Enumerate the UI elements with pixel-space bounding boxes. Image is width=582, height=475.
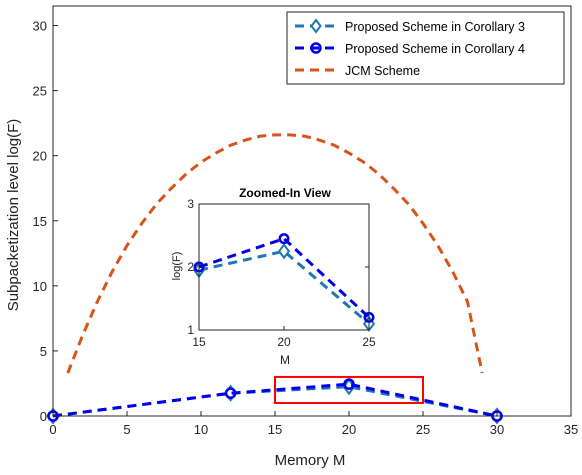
- circle-marker: [224, 387, 237, 400]
- inset-x-tick-label: 20: [277, 335, 291, 349]
- x-tick-label: 20: [342, 422, 356, 437]
- inset-y-tick-label: 3: [187, 197, 194, 211]
- zoom-box-group: [274, 375, 424, 404]
- y-tick-label: 20: [33, 149, 47, 164]
- inset-chart: 15 20 25 1 2 3: [187, 197, 376, 349]
- legend-label: Proposed Scheme in Corollary 4: [345, 42, 525, 56]
- y-tick-label: 30: [33, 19, 47, 34]
- circle-marker: [343, 378, 355, 390]
- series-line: [66, 133, 484, 374]
- inset-plot-area: [199, 204, 369, 330]
- legend-label: JCM Scheme: [345, 64, 420, 78]
- x-tick-label: 35: [564, 422, 578, 437]
- inset-title: Zoomed-In View: [239, 186, 331, 200]
- inset-y-tick-label: 1: [187, 323, 194, 337]
- legend-entry: Proposed Scheme in Corollary 4: [295, 42, 525, 56]
- y-tick-label: 0: [40, 409, 47, 424]
- x-tick-label: 0: [49, 422, 56, 437]
- x-tick-label: 5: [123, 422, 130, 437]
- y-axis-label: Subpacketization level log(F): [5, 119, 22, 312]
- diamond-marker: [277, 243, 291, 260]
- inset-x-label: M: [280, 353, 290, 367]
- main-ticks: 0 5 10 15 20 25 30 35 0 5 10 15 20 25 30: [33, 5, 578, 437]
- zoom-box: [274, 375, 424, 404]
- x-tick-label: 10: [194, 422, 208, 437]
- inset-y-tick-label: 2: [187, 260, 194, 274]
- x-tick-label: 15: [268, 422, 282, 437]
- legend-diamond-marker: [310, 18, 322, 34]
- axes-box: [52, 5, 572, 417]
- legend-entry: Proposed Scheme in Corollary 3: [295, 18, 525, 34]
- y-tick-label: 15: [33, 214, 47, 229]
- y-tick-label: 10: [33, 279, 47, 294]
- x-tick-label: 25: [416, 422, 430, 437]
- y-tick-label: 25: [33, 84, 47, 99]
- legend: Proposed Scheme in Corollary 3 Proposed S…: [286, 11, 565, 85]
- x-tick-label: 30: [490, 422, 504, 437]
- x-axis-label: Memory M: [275, 452, 346, 469]
- legend-label: Proposed Scheme in Corollary 3: [345, 20, 525, 34]
- legend-entry: JCM Scheme: [295, 64, 420, 78]
- y-tick-label: 5: [40, 344, 47, 359]
- inset-x-tick-label: 25: [362, 335, 376, 349]
- legend-circle-marker: [310, 42, 322, 54]
- inset-x-tick-label: 15: [192, 335, 206, 349]
- circle-marker: [278, 233, 290, 245]
- series-line: [198, 236, 371, 319]
- inset-y-label: log(F): [171, 252, 183, 281]
